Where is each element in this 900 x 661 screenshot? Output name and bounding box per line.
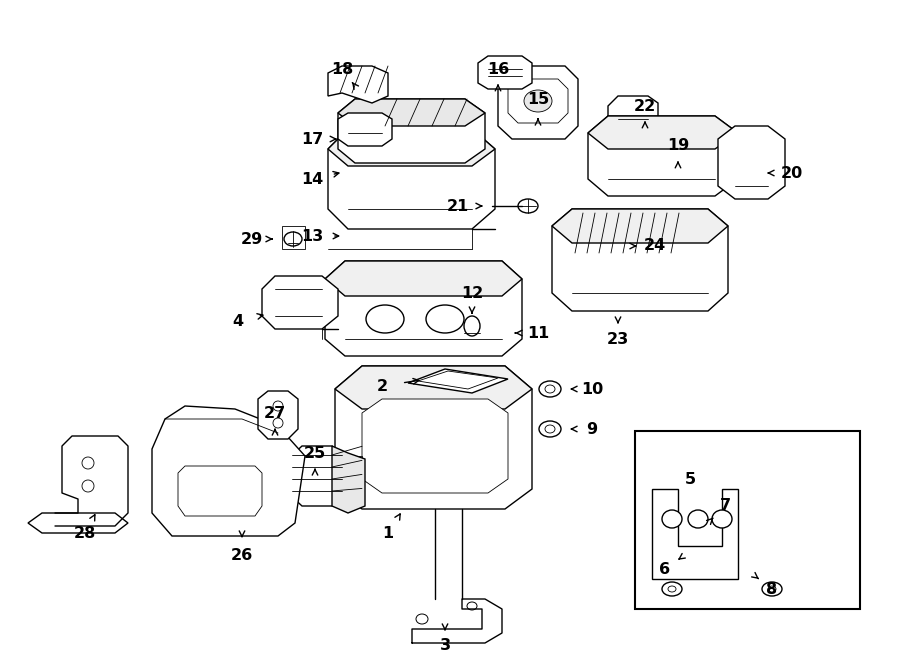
Text: 26: 26 (231, 549, 253, 563)
Ellipse shape (273, 418, 283, 428)
Ellipse shape (284, 232, 302, 246)
Text: 3: 3 (439, 639, 451, 654)
Text: 21: 21 (447, 198, 469, 214)
Text: 15: 15 (526, 91, 549, 106)
Polygon shape (288, 446, 348, 506)
Polygon shape (328, 129, 495, 229)
Ellipse shape (82, 457, 94, 469)
Polygon shape (418, 371, 498, 389)
Text: 19: 19 (667, 139, 689, 153)
Ellipse shape (524, 90, 552, 112)
Polygon shape (28, 513, 128, 533)
Polygon shape (608, 96, 658, 133)
Ellipse shape (416, 614, 428, 624)
Ellipse shape (464, 316, 480, 336)
Polygon shape (282, 226, 305, 249)
Bar (635, 431, 860, 609)
Text: 6: 6 (660, 561, 670, 576)
Ellipse shape (545, 385, 555, 393)
Ellipse shape (366, 305, 404, 333)
Polygon shape (335, 456, 362, 473)
Ellipse shape (273, 401, 283, 411)
Ellipse shape (467, 602, 477, 610)
Polygon shape (552, 209, 728, 311)
Text: 9: 9 (587, 422, 598, 436)
Ellipse shape (545, 425, 555, 433)
Text: 20: 20 (781, 165, 803, 180)
Polygon shape (338, 99, 485, 126)
Polygon shape (652, 489, 738, 579)
Text: 11: 11 (526, 325, 549, 340)
Polygon shape (718, 126, 785, 199)
Polygon shape (498, 66, 578, 139)
Polygon shape (328, 66, 388, 103)
Polygon shape (338, 99, 485, 163)
Polygon shape (508, 79, 568, 123)
Text: 27: 27 (264, 405, 286, 420)
Polygon shape (325, 261, 522, 296)
Polygon shape (565, 213, 680, 253)
Ellipse shape (539, 381, 561, 397)
Polygon shape (335, 366, 532, 409)
Text: 14: 14 (301, 171, 323, 186)
Text: 13: 13 (301, 229, 323, 243)
Polygon shape (258, 391, 298, 439)
Polygon shape (325, 261, 522, 356)
Polygon shape (588, 116, 738, 196)
Polygon shape (178, 466, 262, 516)
Text: 18: 18 (331, 61, 353, 77)
Ellipse shape (518, 199, 538, 213)
Ellipse shape (712, 510, 732, 528)
Polygon shape (408, 369, 508, 393)
Ellipse shape (688, 510, 708, 528)
Text: 28: 28 (74, 525, 96, 541)
Polygon shape (478, 56, 532, 89)
Polygon shape (332, 446, 365, 513)
Text: 22: 22 (634, 98, 656, 114)
Polygon shape (338, 113, 392, 146)
Text: 24: 24 (644, 239, 666, 254)
Ellipse shape (539, 421, 561, 437)
Ellipse shape (668, 586, 676, 592)
Text: 23: 23 (607, 332, 629, 346)
Text: 1: 1 (382, 527, 393, 541)
Text: 7: 7 (719, 498, 731, 514)
Text: 25: 25 (304, 446, 326, 461)
Text: 10: 10 (580, 381, 603, 397)
Text: 29: 29 (241, 231, 263, 247)
Ellipse shape (82, 480, 94, 492)
Ellipse shape (662, 582, 682, 596)
Ellipse shape (426, 305, 464, 333)
Text: 8: 8 (767, 582, 778, 596)
Text: 12: 12 (461, 286, 483, 301)
Polygon shape (362, 399, 508, 493)
Polygon shape (552, 209, 728, 243)
Polygon shape (328, 129, 495, 166)
Text: 5: 5 (684, 471, 696, 486)
Ellipse shape (762, 582, 782, 596)
Polygon shape (262, 276, 338, 329)
Ellipse shape (662, 510, 682, 528)
Ellipse shape (768, 586, 776, 592)
Polygon shape (152, 406, 305, 536)
Text: 17: 17 (301, 132, 323, 147)
Polygon shape (335, 366, 532, 509)
Polygon shape (588, 116, 738, 149)
Text: 16: 16 (487, 61, 509, 77)
Text: 4: 4 (232, 313, 244, 329)
Text: 2: 2 (376, 379, 388, 393)
